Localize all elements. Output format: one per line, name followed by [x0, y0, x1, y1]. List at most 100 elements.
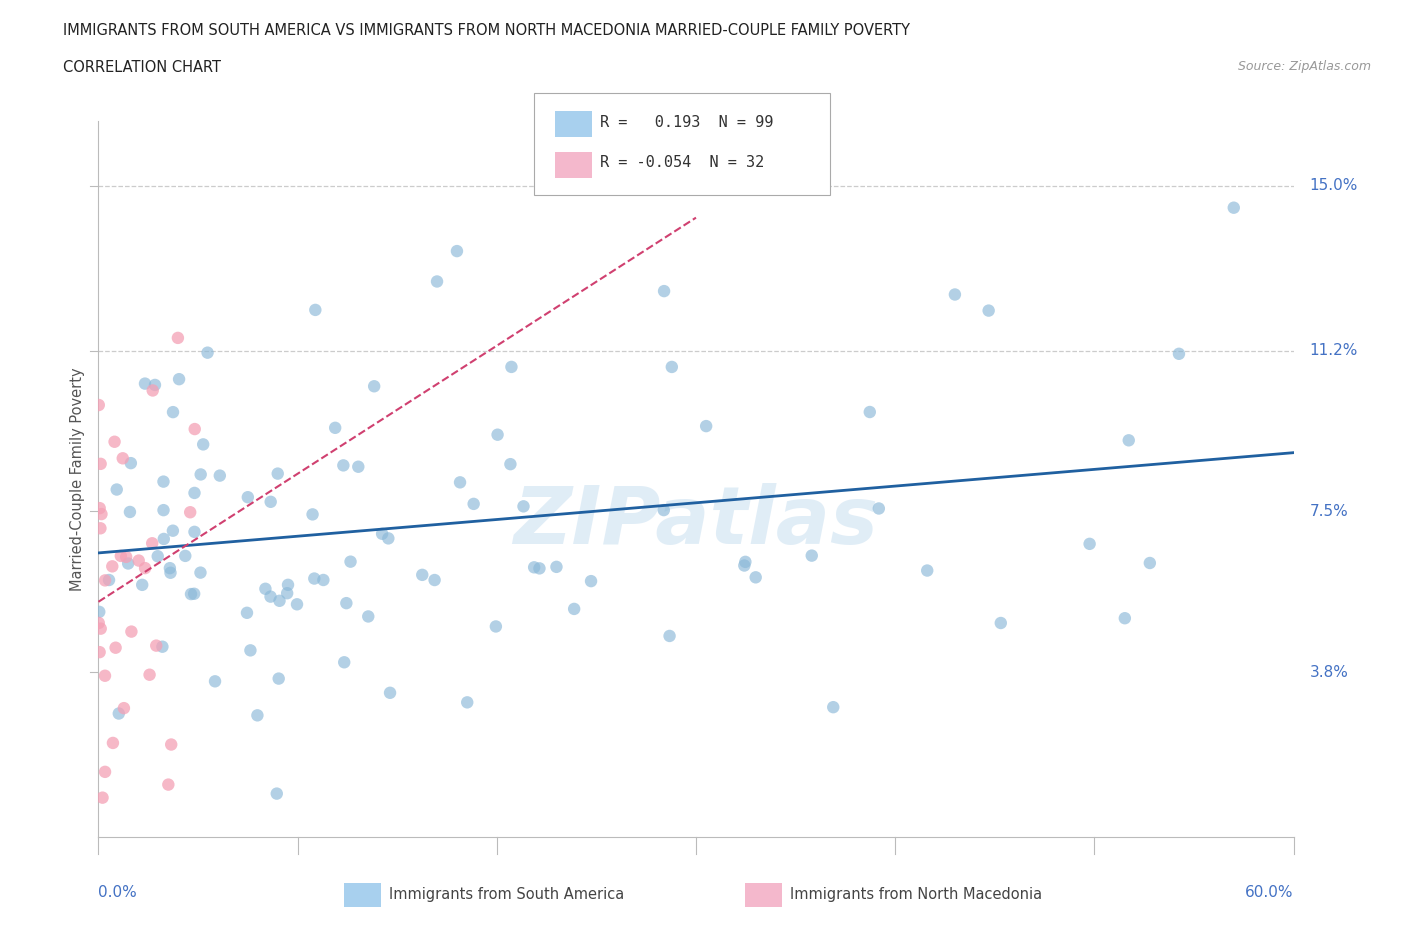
Point	[339, 554, 361, 569]
Point	[523, 560, 546, 575]
Point	[111, 451, 134, 466]
Point	[371, 526, 394, 541]
Point	[423, 573, 446, 588]
Point	[426, 274, 449, 289]
Point	[179, 505, 201, 520]
Point	[695, 418, 717, 433]
Point	[167, 330, 190, 345]
Point	[301, 507, 323, 522]
Point	[267, 466, 290, 481]
Point	[94, 573, 117, 588]
Point	[94, 764, 117, 779]
Point	[277, 578, 299, 592]
Point	[105, 482, 128, 497]
Point	[377, 531, 399, 546]
Text: CORRELATION CHART: CORRELATION CHART	[63, 60, 221, 75]
Point	[197, 345, 219, 360]
Point	[285, 597, 308, 612]
Point	[868, 501, 890, 516]
Point	[145, 638, 167, 653]
Point	[159, 565, 181, 580]
Point	[990, 616, 1012, 631]
Point	[312, 573, 335, 588]
Point	[332, 458, 354, 472]
Point	[1114, 611, 1136, 626]
Point	[733, 558, 755, 573]
Point	[90, 507, 112, 522]
Point	[131, 578, 153, 592]
Point	[89, 521, 111, 536]
Point	[363, 379, 385, 393]
Text: Source: ZipAtlas.com: Source: ZipAtlas.com	[1237, 60, 1371, 73]
Point	[87, 616, 110, 631]
Point	[977, 303, 1000, 318]
Point	[260, 495, 283, 510]
Point	[104, 640, 127, 655]
Point	[246, 708, 269, 723]
Point	[512, 498, 534, 513]
Point	[304, 302, 326, 317]
Point	[333, 655, 356, 670]
Point	[146, 549, 169, 564]
Point	[529, 561, 551, 576]
Point	[259, 590, 281, 604]
Point	[276, 586, 298, 601]
Point	[183, 421, 205, 436]
Text: 7.5%: 7.5%	[1309, 504, 1348, 519]
Point	[143, 378, 166, 392]
Point	[89, 644, 111, 659]
Point	[236, 605, 259, 620]
Point	[162, 405, 184, 419]
Point	[152, 639, 174, 654]
Point	[152, 503, 174, 518]
Point	[112, 700, 135, 715]
Point	[335, 596, 357, 611]
Point	[159, 561, 181, 576]
Point	[266, 786, 288, 801]
Point	[254, 581, 277, 596]
Point	[134, 376, 156, 391]
Point	[190, 467, 212, 482]
Point	[193, 437, 215, 452]
Point	[138, 668, 160, 683]
Point	[162, 524, 184, 538]
Point	[190, 565, 212, 580]
Point	[183, 525, 205, 539]
Point	[107, 706, 129, 721]
Point	[1078, 537, 1101, 551]
Point	[1168, 346, 1191, 361]
Point	[94, 669, 117, 684]
Point	[734, 554, 756, 569]
Point	[658, 629, 681, 644]
Point	[157, 777, 180, 792]
Point	[1139, 555, 1161, 570]
Point	[180, 587, 202, 602]
Point	[463, 497, 485, 512]
Point	[562, 602, 585, 617]
Point	[101, 559, 124, 574]
Point	[208, 468, 231, 483]
Point	[579, 574, 602, 589]
Point	[118, 504, 141, 519]
Point	[87, 397, 110, 412]
Point	[120, 456, 142, 471]
Point	[103, 434, 125, 449]
Point	[859, 405, 882, 419]
Point	[800, 548, 823, 563]
Point	[101, 736, 124, 751]
Point	[456, 695, 478, 710]
Point	[141, 536, 163, 551]
Text: 0.0%: 0.0%	[98, 884, 138, 899]
Point	[378, 685, 401, 700]
Text: 3.8%: 3.8%	[1309, 665, 1348, 680]
Text: IMMIGRANTS FROM SOUTH AMERICA VS IMMIGRANTS FROM NORTH MACEDONIA MARRIED-COUPLE : IMMIGRANTS FROM SOUTH AMERICA VS IMMIGRA…	[63, 23, 910, 38]
Point	[120, 624, 142, 639]
Point	[449, 475, 471, 490]
Text: ZIPatlas: ZIPatlas	[513, 483, 879, 561]
Point	[134, 561, 156, 576]
Point	[347, 459, 370, 474]
Point	[110, 549, 132, 564]
Point	[239, 643, 262, 658]
Y-axis label: Married-Couple Family Poverty: Married-Couple Family Poverty	[70, 367, 86, 591]
Point	[98, 573, 121, 588]
